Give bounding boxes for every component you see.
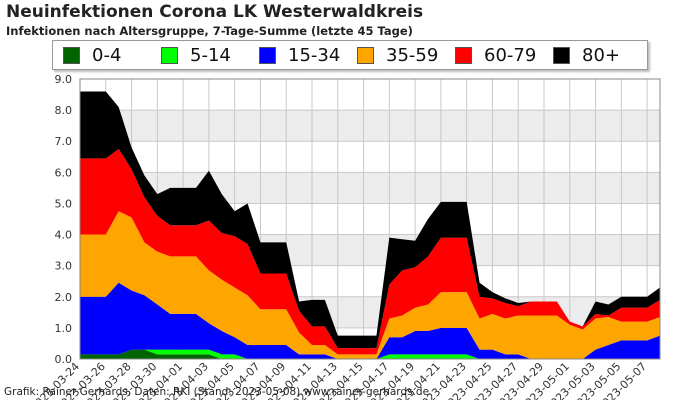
legend-swatch-0-4	[63, 46, 80, 64]
chart-title: Neuinfektionen Corona LK Westerwaldkreis	[6, 2, 424, 22]
legend-label-0-4: 0-4	[92, 44, 122, 66]
legend-item-80-plus: 80+	[553, 45, 641, 66]
legend-swatch-80-plus	[553, 46, 570, 64]
area-series-80-plus	[80, 91, 660, 349]
grid-band	[80, 79, 660, 111]
y-tick-label: 1.0	[55, 322, 73, 335]
grid-band	[80, 110, 660, 142]
y-tick-label: 4.0	[55, 229, 73, 242]
grid-band	[80, 141, 660, 173]
area-series-15-34	[80, 282, 660, 359]
y-tick-label: 8.0	[55, 104, 73, 117]
legend-label-35-59: 35-59	[386, 44, 439, 66]
legend-item-60-79: 60-79	[455, 45, 543, 66]
legend-label-15-34: 15-34	[288, 44, 341, 66]
legend-item-0-4: 0-4	[63, 45, 151, 66]
legend-label-60-79: 60-79	[484, 44, 537, 66]
legend-item-35-59: 35-59	[357, 45, 445, 66]
legend-item-15-34: 15-34	[259, 45, 347, 66]
chart-footer: Grafik: Rainer Gerhards, Daten: RKI (Sta…	[4, 386, 430, 398]
plot-border	[79, 78, 661, 360]
y-tick-label: 3.0	[55, 260, 73, 273]
legend-swatch-35-59	[357, 46, 374, 64]
area-series-0-4	[80, 349, 660, 359]
y-tick-label: 5.0	[55, 197, 73, 210]
legend-label-5-14: 5-14	[190, 44, 231, 66]
y-tick-label: 7.0	[55, 135, 73, 148]
y-tick-label: 9.0	[55, 73, 73, 86]
y-tick-label: 0.0	[55, 353, 73, 366]
chart-subtitle: Infektionen nach Altersgruppe, 7-Tage-Su…	[6, 24, 413, 38]
y-tick-label: 6.0	[55, 166, 73, 179]
y-tick-label: 2.0	[55, 291, 73, 304]
legend-swatch-15-34	[259, 46, 276, 64]
legend-item-5-14: 5-14	[161, 45, 249, 66]
area-series-5-14	[80, 349, 660, 359]
legend-swatch-5-14	[161, 46, 178, 64]
legend-label-80-plus: 80+	[582, 44, 620, 66]
area-series-60-79	[80, 149, 660, 355]
legend-swatch-60-79	[455, 46, 472, 64]
chart-legend: 0-4 5-14 15-34 35-59 60-79 80+	[52, 40, 648, 70]
area-series-35-59	[80, 211, 660, 359]
